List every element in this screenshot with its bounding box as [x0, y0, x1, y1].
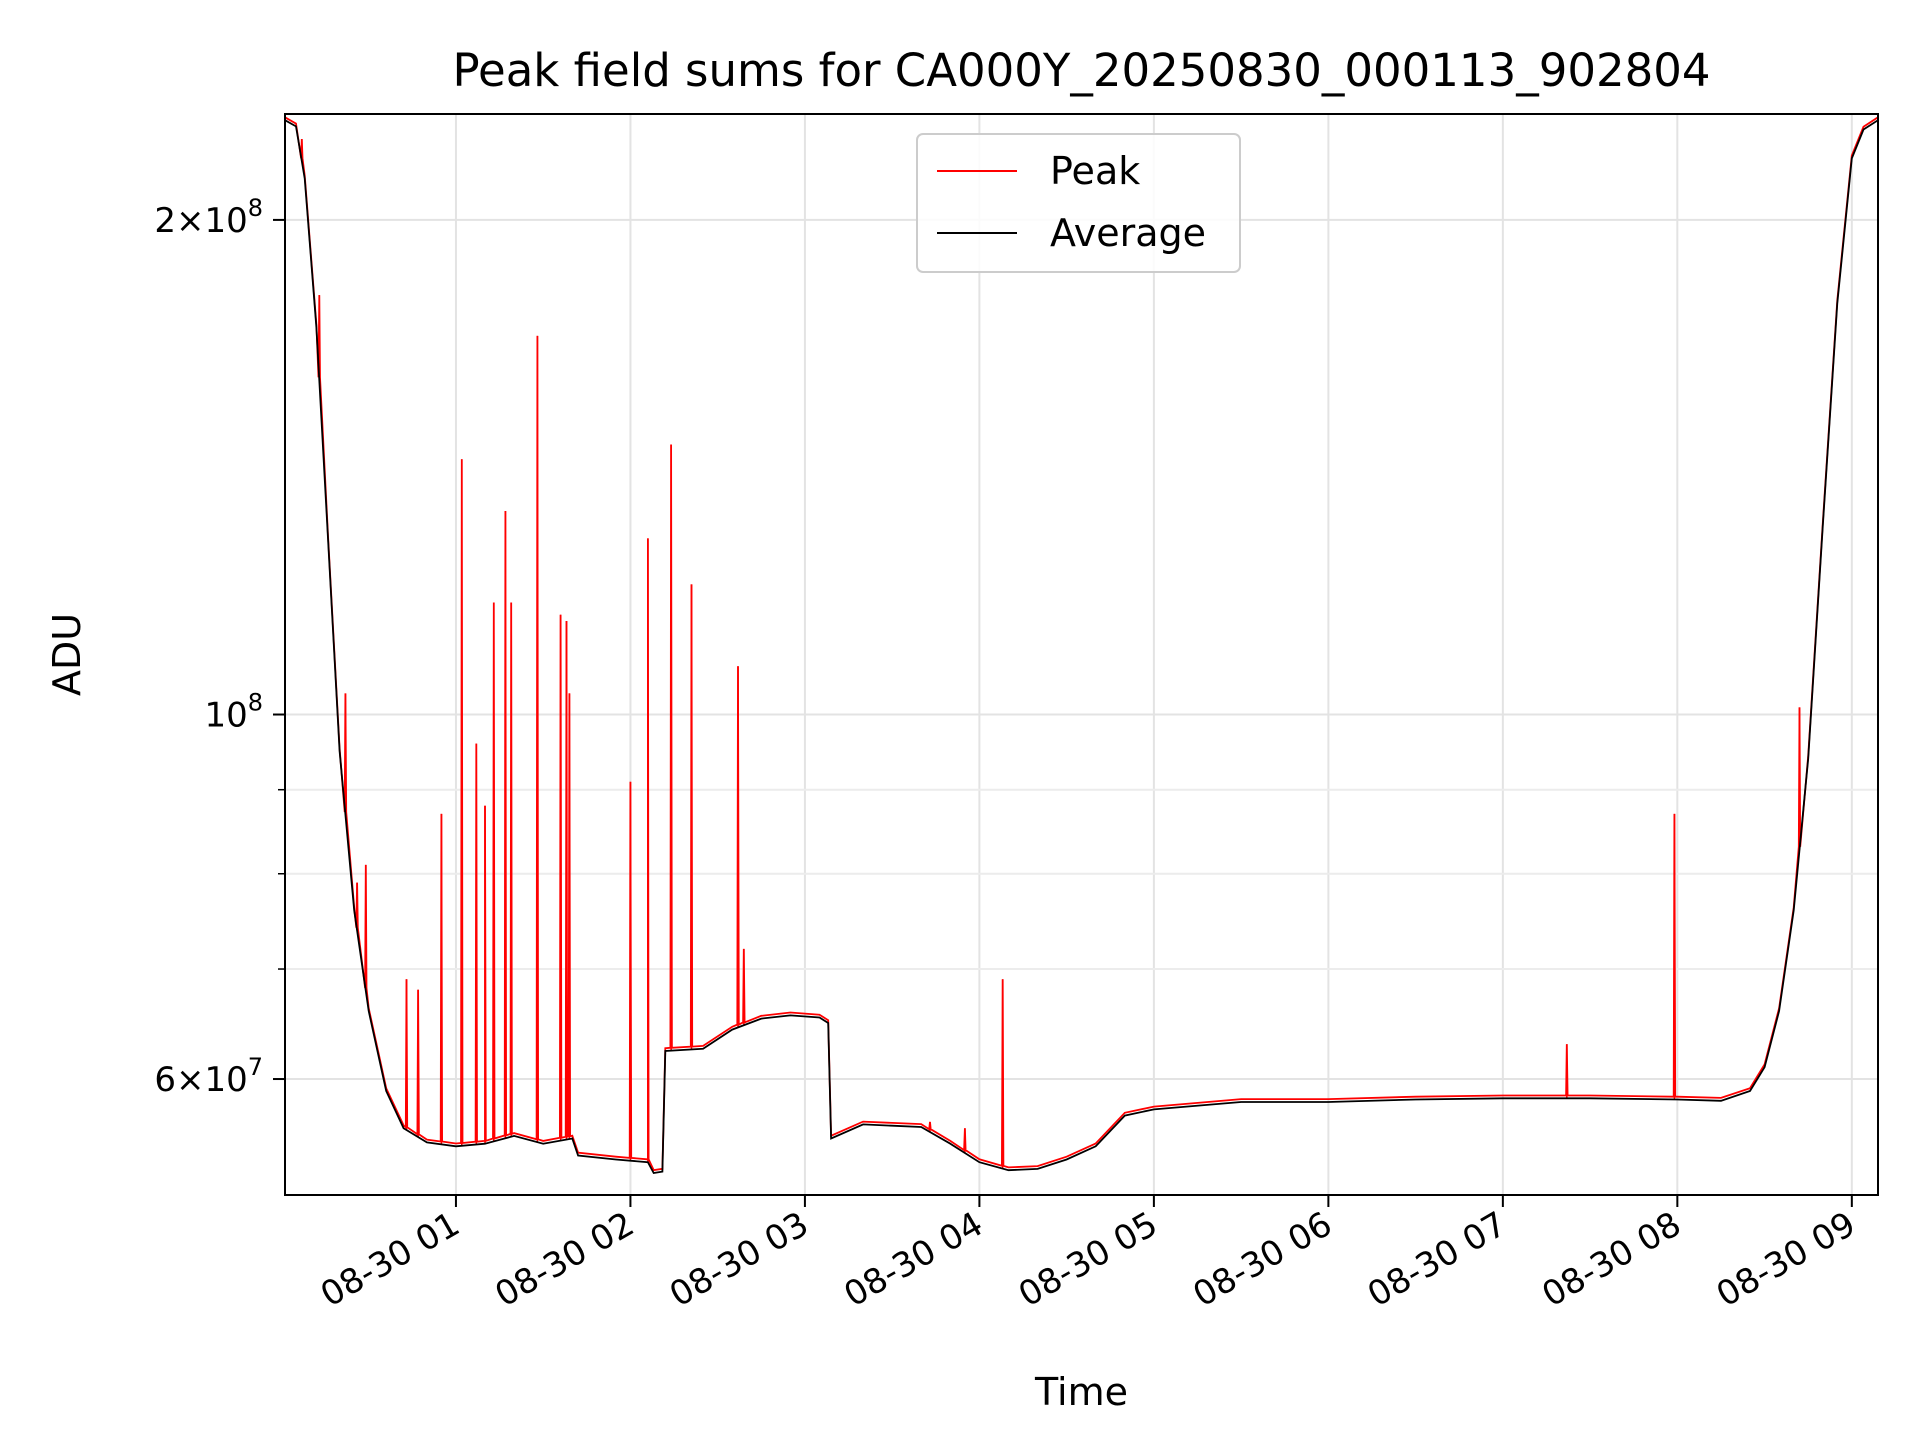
series-peak-line	[285, 116, 1878, 1172]
series-average-line	[285, 119, 1878, 1174]
legend-box	[916, 133, 1241, 273]
x-axis-label: Time	[1034, 1370, 1128, 1414]
y-axis: 2×108 108 6×107	[154, 194, 285, 1100]
legend-label-peak: Peak	[1050, 149, 1140, 193]
plot-area	[285, 116, 1878, 1174]
legend: Peak Average	[916, 133, 1241, 273]
chart-title: Peak field sums for CA000Y_20250830_0001…	[453, 44, 1711, 97]
y-tick-label: 6×107	[154, 1053, 263, 1100]
y-tick-label: 2×108	[154, 194, 263, 241]
axes-frame	[284, 113, 1879, 1196]
y-axis-label: ADU	[45, 613, 89, 696]
y-tick-label: 108	[204, 689, 263, 736]
legend-label-average: Average	[1050, 211, 1206, 255]
